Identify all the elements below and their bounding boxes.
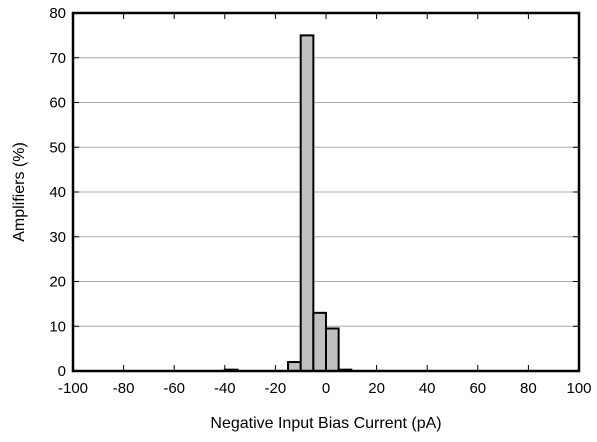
y-tick-label: 80 — [49, 5, 66, 22]
x-tick-label: -80 — [113, 380, 135, 397]
x-tick-label: -60 — [163, 380, 185, 397]
ticks — [72, 12, 580, 372]
y-tick-label: 60 — [49, 95, 66, 112]
gridlines — [73, 57, 579, 327]
x-tick-label: 80 — [520, 380, 537, 397]
y-tick-label: 20 — [49, 274, 66, 291]
histogram-bar — [299, 34, 315, 372]
x-tick-label: 40 — [419, 380, 436, 397]
histogram-bar — [312, 311, 328, 373]
y-tick-label: 70 — [49, 50, 66, 67]
y-tick-label: 50 — [49, 139, 66, 156]
y-tick-label: 30 — [49, 229, 66, 246]
x-tick-label: 100 — [566, 380, 591, 397]
x-tick-label: 60 — [469, 380, 486, 397]
tick-labels: -100 -80 -60 -40 -20 0 20 40 60 80 100 0 10 20 30 40 50 6… — [49, 5, 591, 397]
x-tick-label: 20 — [368, 380, 385, 397]
histogram-bar — [325, 327, 340, 372]
x-tick-label: -20 — [265, 380, 287, 397]
x-tick-label: 0 — [322, 380, 330, 397]
histogram-bar — [287, 361, 302, 372]
y-tick-label: 10 — [49, 318, 66, 335]
x-axis-label: Negative Input Bias Current (pA) — [210, 415, 441, 432]
y-tick-label: 0 — [58, 363, 66, 380]
x-tick-label: -100 — [58, 380, 88, 397]
x-tick-label: -40 — [214, 380, 236, 397]
y-tick-label: 40 — [49, 184, 66, 201]
y-axis-label: Amplifiers (%) — [11, 142, 28, 242]
